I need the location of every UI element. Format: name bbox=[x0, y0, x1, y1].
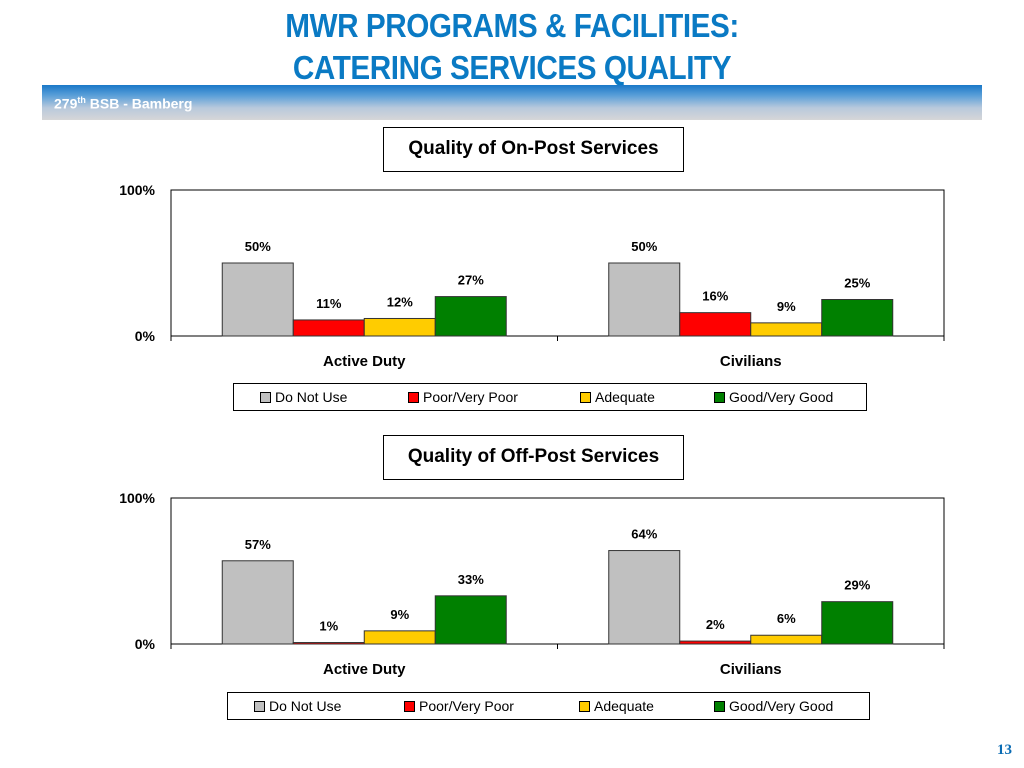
legend-label: Poor/Very Poor bbox=[419, 698, 514, 714]
bar-adequate-civilians bbox=[750, 634, 823, 645]
data-label: 12% bbox=[387, 294, 413, 309]
legend-swatch-do-not-use bbox=[254, 701, 265, 712]
data-label: 50% bbox=[631, 239, 657, 254]
bar-do-not-use-civilians bbox=[608, 550, 681, 645]
bar-good-very-good-active-duty bbox=[434, 595, 507, 645]
legend-label: Adequate bbox=[594, 698, 654, 714]
page-number: 13 bbox=[997, 742, 1012, 758]
plot-area bbox=[170, 189, 945, 337]
bar-poor-very-poor-active-duty bbox=[292, 319, 365, 337]
legend-item-adequate: Adequate bbox=[580, 389, 655, 405]
slide-title-line-1: MWR PROGRAMS & FACILITIES: bbox=[285, 7, 739, 44]
bar-do-not-use-active-duty bbox=[221, 560, 294, 645]
legend-item-do-not-use: Do Not Use bbox=[254, 698, 341, 714]
bar-do-not-use-civilians bbox=[608, 262, 681, 337]
data-label: 29% bbox=[844, 578, 870, 593]
legend-swatch-do-not-use bbox=[260, 392, 271, 403]
category-label-active-duty: Active Duty bbox=[323, 661, 406, 678]
chart-2-legend: Do Not Use Poor/Very Poor Adequate Good/… bbox=[227, 692, 870, 720]
chart-1-title: Quality of On-Post Services bbox=[383, 127, 684, 172]
bar-do-not-use-active-duty bbox=[221, 262, 294, 337]
bar-poor-very-poor-active-duty bbox=[292, 642, 365, 645]
data-label: 16% bbox=[702, 289, 728, 304]
data-label: 6% bbox=[777, 611, 796, 626]
legend-swatch-adequate bbox=[579, 701, 590, 712]
data-label: 11% bbox=[316, 296, 342, 311]
bar-adequate-civilians bbox=[750, 322, 823, 337]
legend-label: Good/Very Good bbox=[729, 698, 834, 714]
y-tick-label: 100% bbox=[119, 490, 155, 506]
legend-item-adequate: Adequate bbox=[579, 698, 654, 714]
plot-area bbox=[170, 497, 945, 645]
unit-number: 279 bbox=[54, 95, 78, 112]
chart-2-title: Quality of Off-Post Services bbox=[383, 435, 684, 480]
category-label-active-duty: Active Duty bbox=[323, 353, 406, 370]
header-band: 279th BSB - Bamberg bbox=[42, 85, 982, 120]
legend-item-good: Good/Very Good bbox=[714, 698, 833, 714]
legend-label: Poor/Very Poor bbox=[423, 389, 518, 405]
bar-good-very-good-civilians bbox=[821, 601, 894, 645]
legend-item-do-not-use: Do Not Use bbox=[260, 389, 347, 405]
data-label: 50% bbox=[245, 239, 271, 254]
legend-item-good: Good/Very Good bbox=[714, 389, 833, 405]
unit-label: 279th BSB - Bamberg bbox=[54, 95, 192, 112]
data-label: 64% bbox=[631, 527, 657, 542]
legend-label: Do Not Use bbox=[275, 389, 348, 405]
slide-title-line-2: CATERING SERVICES QUALITY bbox=[292, 49, 732, 86]
chart-1-on-post-services: 0% 100% 50% 11% 12% 27% Active Duty 50% 16% 9% 25%… bbox=[119, 182, 945, 370]
legend-swatch-good bbox=[714, 701, 725, 712]
data-label: 33% bbox=[458, 572, 484, 587]
data-label: 27% bbox=[458, 273, 484, 288]
legend-swatch-good bbox=[714, 392, 725, 403]
y-tick-label: 100% bbox=[119, 182, 155, 198]
bar-poor-very-poor-civilians bbox=[679, 640, 752, 645]
legend-swatch-adequate bbox=[580, 392, 591, 403]
bar-good-very-good-civilians bbox=[821, 299, 894, 337]
legend-item-poor: Poor/Very Poor bbox=[404, 698, 514, 714]
data-label: 25% bbox=[844, 276, 870, 291]
bar-good-very-good-active-duty bbox=[434, 296, 507, 337]
y-tick-label: 0% bbox=[135, 328, 156, 344]
data-label: 9% bbox=[777, 299, 796, 314]
data-label: 9% bbox=[390, 607, 409, 622]
data-label: 2% bbox=[706, 617, 725, 632]
legend-label: Good/Very Good bbox=[729, 389, 834, 405]
chart-2-off-post-services: 0% 100% 57% 1% 9% 33% Active Duty 64% 2% 6% 29% Civ… bbox=[119, 490, 945, 678]
unit-name: BSB - Bamberg bbox=[85, 95, 193, 112]
legend-swatch-poor bbox=[408, 392, 419, 403]
bar-adequate-active-duty bbox=[363, 317, 436, 337]
bar-poor-very-poor-civilians bbox=[679, 312, 752, 337]
data-label: 57% bbox=[245, 537, 271, 552]
chart-1-legend: Do Not Use Poor/Very Poor Adequate Good/… bbox=[233, 383, 867, 411]
unit-ordinal: th bbox=[77, 95, 86, 105]
y-tick-label: 0% bbox=[135, 636, 156, 652]
category-label-civilians: Civilians bbox=[720, 353, 782, 370]
data-label: 1% bbox=[319, 619, 338, 634]
category-label-civilians: Civilians bbox=[720, 661, 782, 678]
bar-adequate-active-duty bbox=[363, 630, 436, 645]
legend-swatch-poor bbox=[404, 701, 415, 712]
legend-item-poor: Poor/Very Poor bbox=[408, 389, 518, 405]
legend-label: Do Not Use bbox=[269, 698, 342, 714]
legend-label: Adequate bbox=[595, 389, 655, 405]
